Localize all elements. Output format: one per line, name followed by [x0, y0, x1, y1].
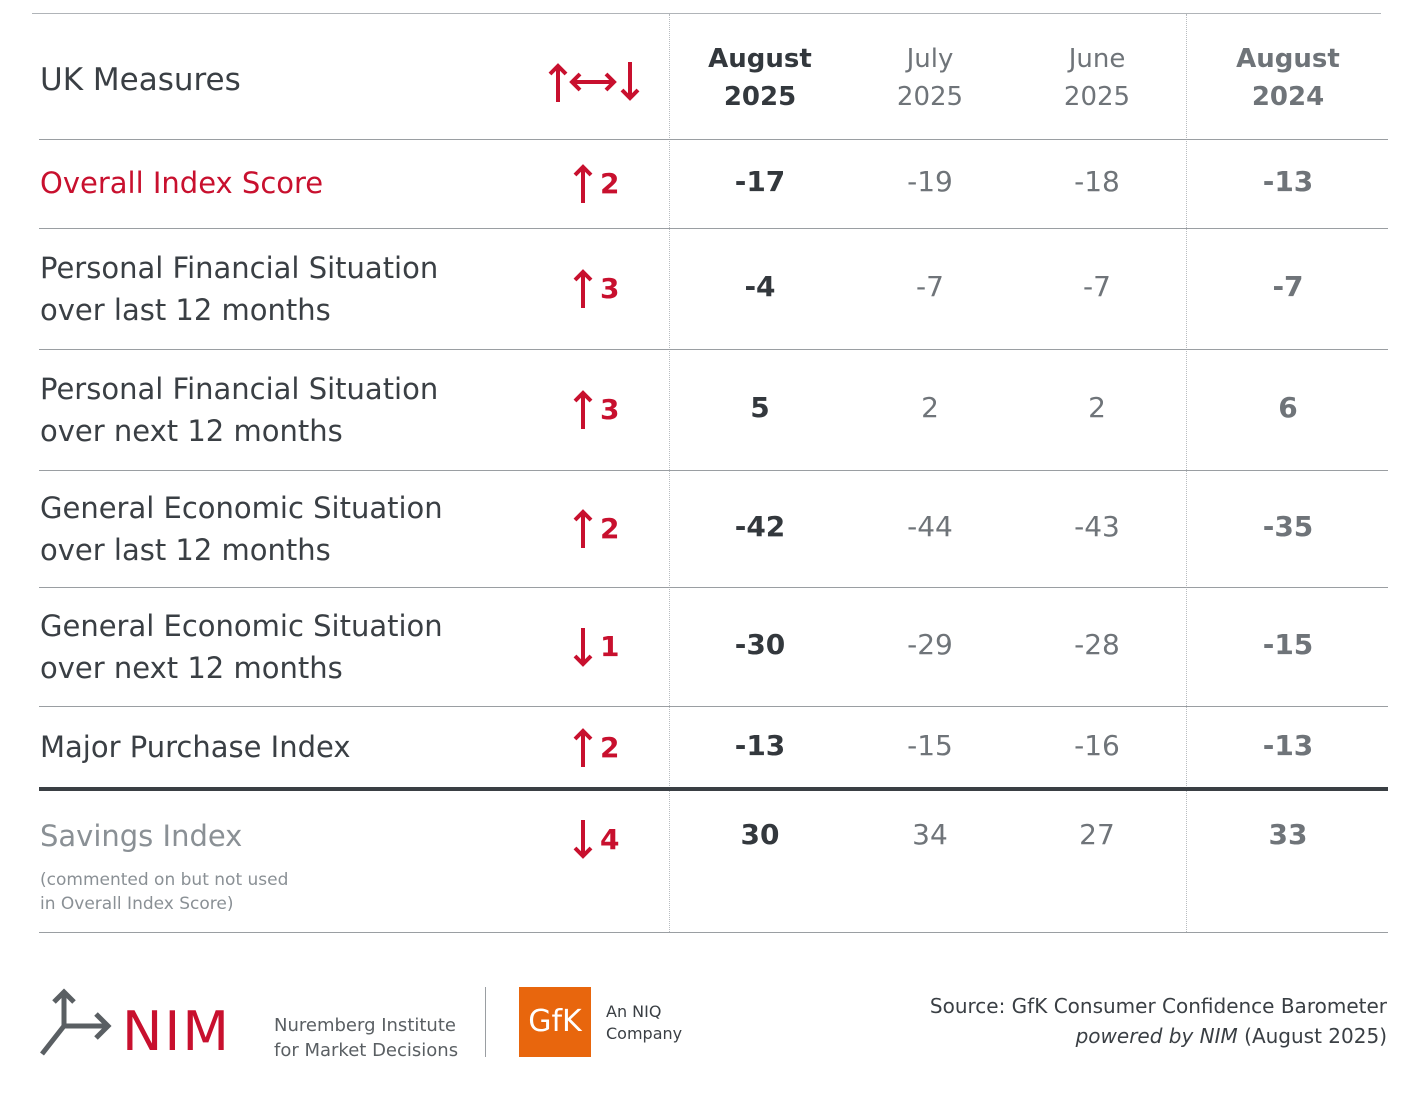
value-jun-2025: -43	[1074, 509, 1120, 543]
nim-arrows-logo-icon	[40, 988, 112, 1056]
arrow-up-icon	[573, 508, 593, 548]
row-label: General Economic Situation over last 12 …	[40, 490, 443, 567]
row-label: General Economic Situation over next 12 …	[40, 608, 443, 685]
row-divider	[39, 228, 1388, 229]
col-header-aug-2024: August 2024	[1236, 44, 1340, 112]
change-indicator: 1	[572, 626, 619, 668]
value-aug-2024: -15	[1262, 627, 1314, 661]
row-label: Overall Index Score	[40, 165, 324, 200]
value-jul-2025: 34	[912, 818, 948, 851]
row-divider	[39, 349, 1388, 350]
value-jun-2025: -16	[1074, 728, 1120, 762]
gfk-logo: GfK	[519, 987, 591, 1057]
thick-divider	[39, 787, 1388, 791]
logo-divider	[485, 987, 486, 1057]
row-divider	[39, 706, 1388, 707]
value-jun-2025: 27	[1079, 818, 1115, 851]
value-aug-2024: -13	[1262, 164, 1314, 198]
row-label: Major Purchase Index	[40, 729, 351, 764]
value-jul-2025: 2	[921, 390, 939, 424]
savings-note: (commented on but not used in Overall In…	[40, 870, 289, 914]
value-jul-2025: -29	[907, 627, 953, 661]
value-jul-2025: -15	[907, 728, 953, 762]
table-row-savings: Savings Index (commented on but not used…	[0, 790, 1417, 932]
value-aug-2025: -30	[734, 627, 786, 661]
arrow-up-icon	[573, 163, 593, 203]
arrow-up-icon	[573, 727, 593, 767]
source-note: Source: GfK Consumer Confidence Baromete…	[929, 994, 1387, 1048]
nim-name: Nuremberg Institute for Market Decisions	[274, 1015, 459, 1061]
gfk-tagline: An NIQ Company	[606, 1002, 683, 1043]
row-divider	[39, 587, 1388, 588]
column-divider	[1186, 14, 1187, 932]
arrow-up-icon	[573, 268, 593, 308]
row-divider	[39, 470, 1388, 471]
value-jul-2025: -44	[907, 509, 953, 543]
value-aug-2024: -7	[1272, 269, 1304, 303]
value-aug-2025: -13	[734, 728, 786, 762]
table-row: Personal Financial Situation over next 1…	[0, 349, 1417, 470]
value-jul-2025: -7	[916, 269, 944, 303]
value-aug-2025: 30	[740, 818, 780, 851]
arrow-up-icon	[573, 389, 593, 429]
col-header-jul-2025: July 2025	[896, 44, 964, 112]
change-indicator: 2	[572, 727, 619, 769]
change-indicator: 2	[572, 508, 619, 550]
col-header-aug-2025: August 2025	[708, 44, 812, 112]
table-row: General Economic Situation over next 12 …	[0, 587, 1417, 706]
value-jun-2025: -28	[1074, 627, 1120, 661]
value-aug-2024: -35	[1262, 509, 1314, 543]
change-indicator: 3	[572, 268, 619, 310]
row-label: Personal Financial Situation over next 1…	[40, 371, 439, 448]
value-jun-2025: -18	[1074, 164, 1120, 198]
value-aug-2024: 6	[1278, 390, 1298, 424]
top-rule	[32, 13, 1381, 14]
value-jun-2025: 2	[1088, 390, 1106, 424]
arrow-down-icon	[573, 627, 593, 667]
table-row: General Economic Situation over last 12 …	[0, 470, 1417, 587]
column-divider	[669, 14, 670, 932]
up-leftright-down-arrows-icon	[548, 62, 640, 102]
value-aug-2025: -42	[734, 509, 786, 543]
value-jun-2025: -7	[1083, 269, 1111, 303]
change-indicator: 3	[572, 389, 619, 431]
value-aug-2024: -13	[1262, 728, 1314, 762]
savings-label: Savings Index	[40, 819, 243, 853]
change-indicator: 2	[572, 163, 619, 205]
value-aug-2025: 5	[750, 390, 770, 424]
col-header-jun-2025: June 2025	[1063, 44, 1131, 112]
table-row: Overall Index Score 2 -17 -19 -18 -13	[0, 139, 1417, 228]
value-aug-2025: -4	[744, 269, 776, 303]
value-jul-2025: -19	[907, 164, 953, 198]
value-aug-2025: -17	[734, 164, 786, 198]
table-row: Major Purchase Index 2 -13 -15 -16 -13	[0, 706, 1417, 789]
table-row: Personal Financial Situation over last 1…	[0, 228, 1417, 349]
page-title: UK Measures	[40, 62, 241, 98]
change-indicator: 4	[572, 818, 619, 860]
value-aug-2024: 33	[1268, 818, 1308, 851]
nim-logo: NIM	[122, 1000, 231, 1063]
arrow-down-icon	[573, 820, 593, 859]
bottom-rule	[39, 932, 1388, 933]
row-label: Personal Financial Situation over last 1…	[40, 250, 439, 327]
row-divider	[39, 139, 1388, 140]
